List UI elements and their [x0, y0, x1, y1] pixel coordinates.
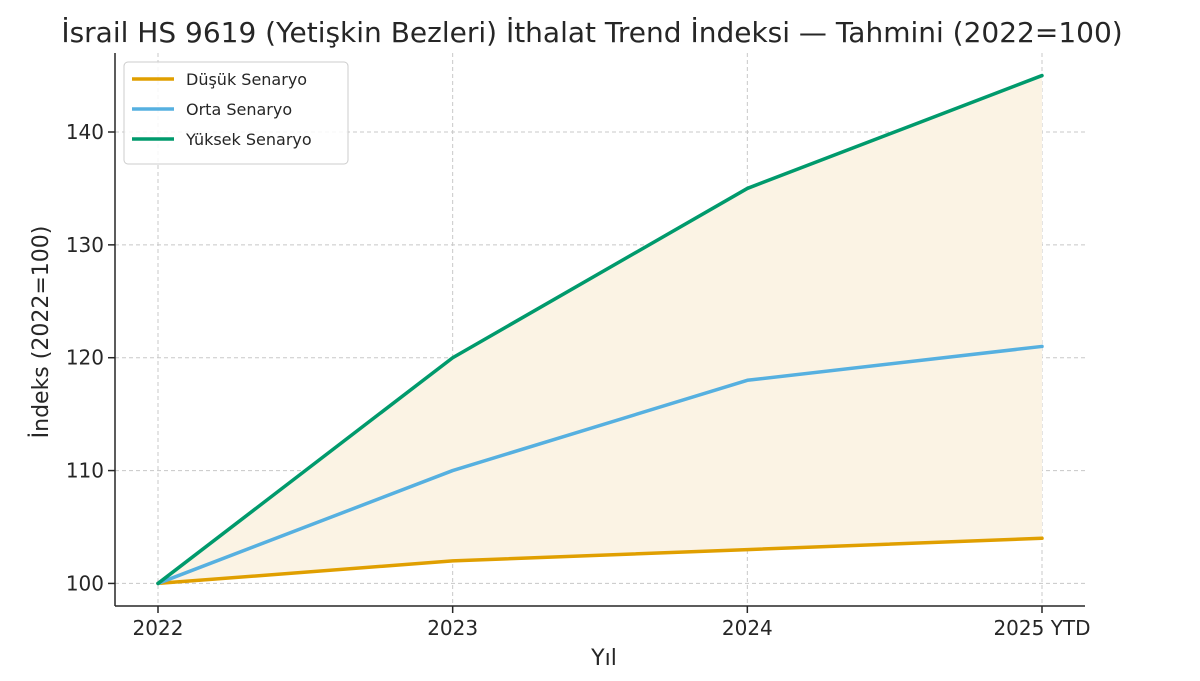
x-axis-label: Yıl: [590, 646, 617, 671]
legend-box: [123, 61, 349, 165]
x-tick-label: 2025 YTD: [993, 616, 1090, 640]
y-tick-label: 110: [66, 459, 104, 483]
x-tick-label: 2024: [722, 616, 773, 640]
legend-label: Düşük Senaryo: [186, 70, 307, 89]
legend-label: Yüksek Senaryo: [185, 130, 312, 149]
scenario-band: [158, 75, 1042, 584]
tick-labels: 2022 2023 2024 2025 YTD 100 110 120 130 140: [66, 120, 1091, 640]
legend-label: Orta Senaryo: [186, 100, 292, 119]
y-axis-label: İndeks (2022=100): [28, 226, 54, 439]
x-tick-label: 2023: [427, 616, 478, 640]
axes: [108, 53, 1085, 613]
chart-title: İsrail HS 9619 (Yetişkin Bezleri) İthala…: [61, 16, 1122, 49]
range-band: [158, 75, 1042, 584]
y-tick-label: 130: [66, 233, 104, 257]
x-tick-label: 2022: [133, 616, 184, 640]
series-line-2: [156, 73, 1044, 586]
series-line-0: [156, 536, 1044, 586]
series-lines: [156, 73, 1044, 586]
y-tick-label: 100: [66, 571, 104, 595]
series-line-1: [156, 344, 1044, 586]
legend: Düşük Senaryo Orta Senaryo Yüksek Senaryo: [123, 61, 349, 165]
y-tick-label: 140: [66, 120, 104, 144]
y-tick-label: 120: [66, 346, 104, 370]
